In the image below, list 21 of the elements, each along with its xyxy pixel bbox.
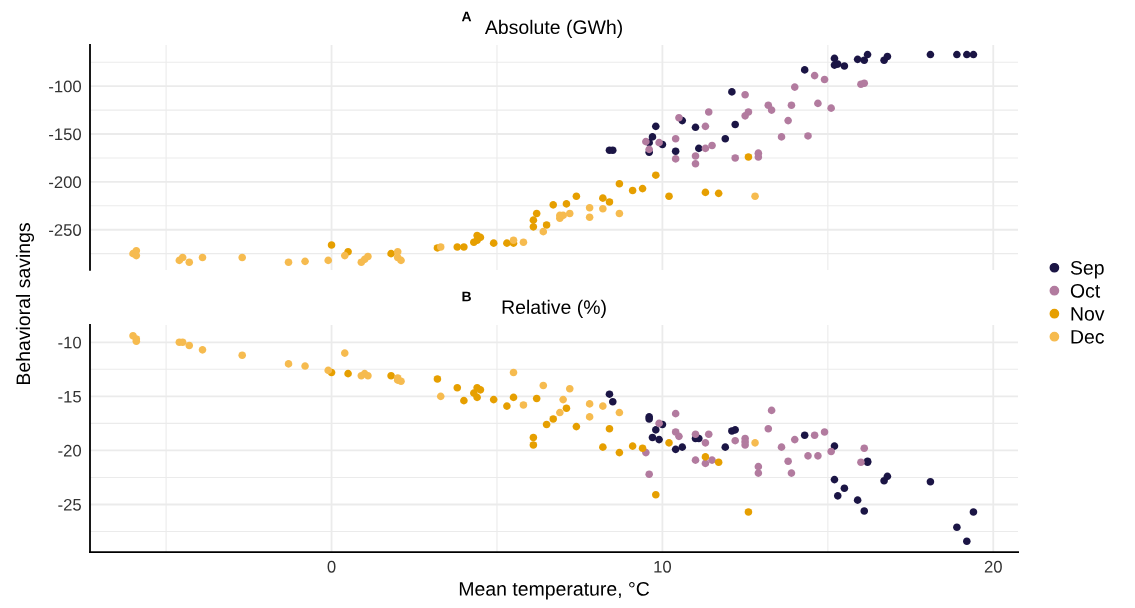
y-tick-label: -200 bbox=[49, 176, 82, 189]
x-tick-label: 20 bbox=[984, 560, 1002, 573]
y-tick-label: -20 bbox=[58, 444, 82, 457]
legend-label: Nov bbox=[1071, 307, 1105, 321]
text: A bbox=[461, 11, 472, 22]
y-tick-label: -150 bbox=[49, 128, 82, 141]
y-tick-label: -250 bbox=[49, 224, 82, 236]
y-tick-label: -100 bbox=[49, 80, 82, 93]
x-tick-label: 10 bbox=[654, 560, 672, 573]
y-tick-label: -10 bbox=[58, 336, 82, 349]
legend-label: Dec bbox=[1071, 330, 1105, 344]
x-axis-title: Mean temperature, °C bbox=[459, 582, 650, 600]
chart-title: Absolute (GWh) bbox=[484, 19, 622, 38]
chart-title: Relative (%) bbox=[502, 299, 606, 318]
y-axis-title: Behavioral savings bbox=[15, 223, 35, 384]
text: B bbox=[462, 291, 471, 302]
legend-label: Oct bbox=[1070, 283, 1101, 298]
legend-label: Sep bbox=[1070, 260, 1104, 279]
x-tick-label: 0 bbox=[327, 560, 336, 573]
y-tick-label: -15 bbox=[58, 390, 81, 403]
y-tick-label: -25 bbox=[58, 498, 81, 511]
